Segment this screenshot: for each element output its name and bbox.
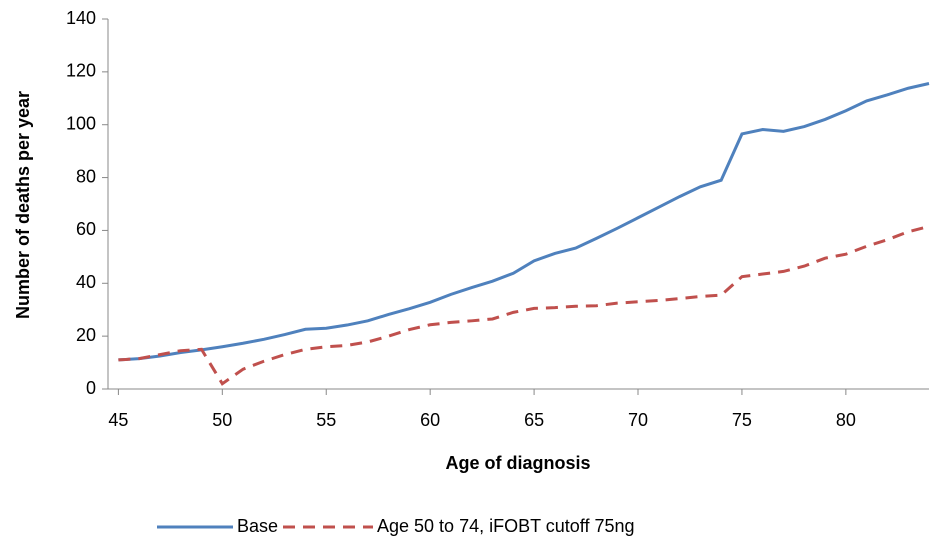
- legend-label: Age 50 to 74, iFOBT cutoff 75ng: [377, 516, 635, 536]
- series-line: [118, 82, 930, 362]
- y-tick-label: 0: [86, 378, 96, 398]
- x-tick-label: 55: [316, 410, 336, 430]
- x-axis-label: Age of diagnosis: [445, 453, 590, 473]
- x-tick-label: 50: [212, 410, 232, 430]
- y-tick-label: 100: [66, 113, 96, 133]
- series-line: [118, 225, 930, 386]
- x-tick-label: 80: [836, 410, 856, 430]
- x-tick-label: 60: [420, 410, 440, 430]
- y-tick-label: 60: [76, 219, 96, 239]
- x-tick-label: 65: [524, 410, 544, 430]
- y-tick-label: 80: [76, 166, 96, 186]
- y-tick-label: 140: [66, 8, 96, 28]
- y-tick-label: 40: [76, 272, 96, 292]
- y-tick-label: 120: [66, 61, 96, 81]
- y-axis-label: Number of deaths per year: [13, 91, 33, 319]
- y-tick-label: 20: [76, 325, 96, 345]
- legend-label: Base: [237, 516, 278, 536]
- x-tick-label: 45: [108, 410, 128, 430]
- x-tick-label: 75: [732, 410, 752, 430]
- x-tick-label: 70: [628, 410, 648, 430]
